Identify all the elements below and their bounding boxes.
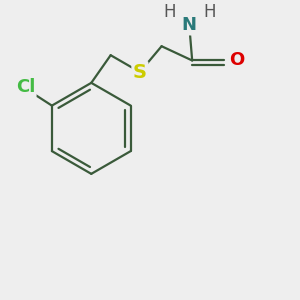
- Text: H: H: [163, 3, 175, 21]
- Text: Cl: Cl: [16, 78, 35, 96]
- Text: O: O: [230, 52, 245, 70]
- Text: H: H: [203, 3, 215, 21]
- Text: S: S: [133, 63, 147, 82]
- Text: N: N: [182, 16, 197, 34]
